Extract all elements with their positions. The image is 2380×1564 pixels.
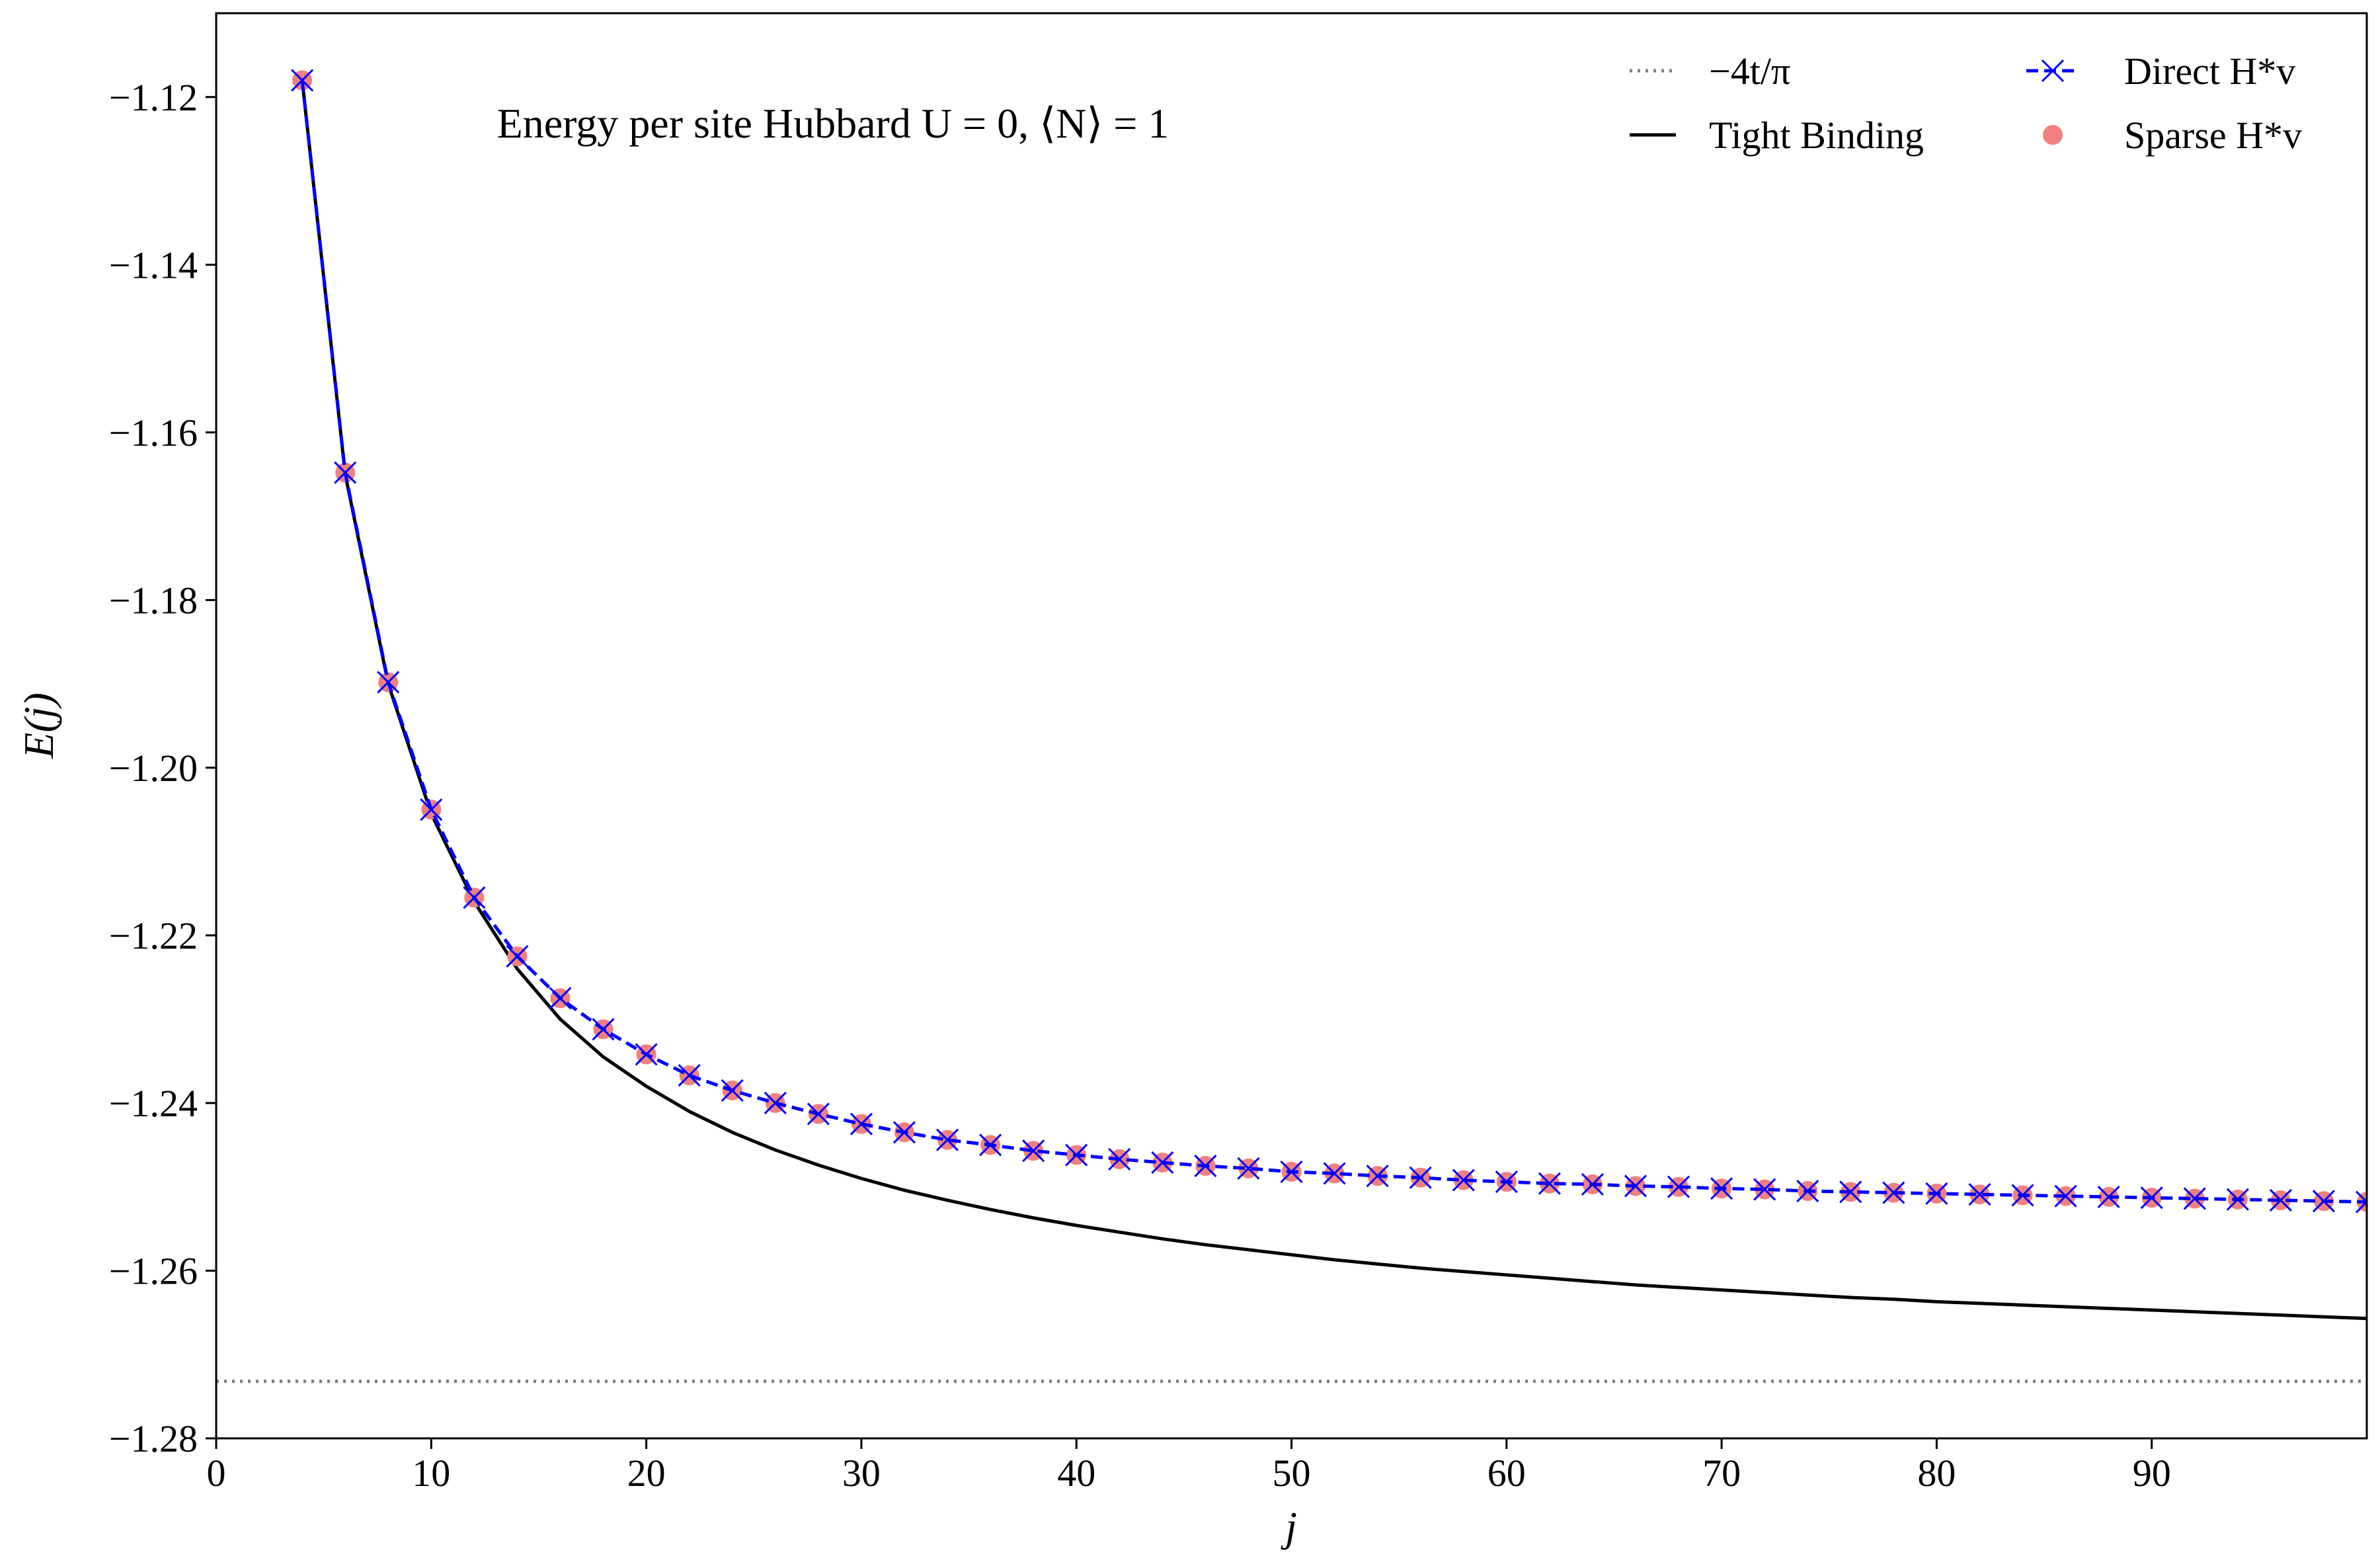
direct-point bbox=[1151, 1151, 1174, 1174]
chart-title: Energy per site Hubbard U = 0, ⟨N⟩ = 1 bbox=[497, 100, 1170, 147]
direct-point bbox=[506, 945, 529, 968]
direct-point bbox=[1925, 1182, 1948, 1205]
y-tick-label: −1.24 bbox=[109, 1082, 198, 1125]
series-line-tight-binding bbox=[300, 80, 2367, 1321]
direct-point bbox=[979, 1133, 1002, 1157]
direct-point bbox=[377, 671, 400, 694]
direct-point bbox=[2054, 1184, 2077, 1208]
y-tick-label: −1.28 bbox=[109, 1417, 198, 1460]
direct-point bbox=[678, 1064, 701, 1087]
direct-point bbox=[1065, 1143, 1088, 1167]
x-tick-label: 30 bbox=[842, 1452, 881, 1495]
direct-point bbox=[892, 1121, 916, 1144]
y-tick-label: −1.14 bbox=[109, 243, 198, 286]
legend-label-constant: −4t/π bbox=[1709, 50, 1790, 93]
direct-point bbox=[1581, 1173, 1604, 1196]
legend-label-sparse: Sparse H*v bbox=[2124, 114, 2302, 157]
direct-point bbox=[935, 1128, 959, 1151]
direct-point bbox=[1538, 1172, 1561, 1195]
direct-point bbox=[2183, 1187, 2206, 1210]
direct-point bbox=[1796, 1179, 1819, 1203]
direct-point bbox=[1194, 1154, 1217, 1178]
direct-point bbox=[1710, 1177, 1733, 1200]
direct-point bbox=[1409, 1166, 1432, 1189]
direct-point bbox=[1753, 1178, 1776, 1201]
legend-marker-direct bbox=[2041, 59, 2065, 83]
direct-point bbox=[2226, 1188, 2249, 1211]
legend-label-tight-binding: Tight Binding bbox=[1709, 114, 1924, 157]
y-tick-label: −1.26 bbox=[109, 1249, 198, 1292]
x-tick-label: 80 bbox=[1917, 1452, 1956, 1495]
direct-point bbox=[1366, 1165, 1389, 1188]
x-tick-label: 90 bbox=[2133, 1452, 2171, 1495]
legend-marker-sparse bbox=[2043, 125, 2063, 145]
direct-point bbox=[2269, 1188, 2292, 1212]
direct-point bbox=[1839, 1180, 1862, 1204]
direct-point bbox=[463, 886, 486, 909]
direct-point bbox=[2011, 1184, 2034, 1207]
direct-point bbox=[1667, 1175, 1690, 1198]
y-tick-label: −1.16 bbox=[109, 411, 198, 454]
y-tick-label: −1.12 bbox=[109, 76, 198, 119]
direct-point bbox=[1495, 1171, 1518, 1194]
direct-point bbox=[1624, 1174, 1647, 1198]
x-tick-label: 20 bbox=[627, 1452, 666, 1495]
direct-point bbox=[1882, 1181, 1905, 1204]
x-tick-label: 50 bbox=[1273, 1452, 1311, 1495]
y-tick-label: −1.18 bbox=[109, 579, 198, 622]
direct-point bbox=[334, 461, 357, 484]
direct-point bbox=[1280, 1160, 1303, 1183]
direct-point bbox=[850, 1112, 873, 1135]
plot-frame bbox=[215, 12, 2368, 1440]
legend-label-direct: Direct H*v bbox=[2124, 50, 2295, 93]
direct-point bbox=[2355, 1190, 2367, 1214]
y-tick-label: −1.20 bbox=[109, 747, 198, 790]
direct-point bbox=[764, 1091, 787, 1115]
direct-point bbox=[1452, 1169, 1475, 1192]
legend: −4t/π Tight Binding Direct H*v Sparse H*… bbox=[1630, 50, 2302, 157]
y-tick-label: −1.22 bbox=[109, 914, 198, 957]
direct-point bbox=[1323, 1162, 1346, 1185]
direct-point bbox=[807, 1102, 830, 1126]
series-layer bbox=[216, 69, 2367, 1383]
direct-point bbox=[2312, 1190, 2336, 1213]
x-tick-label: 0 bbox=[207, 1452, 226, 1495]
direct-point bbox=[635, 1043, 658, 1066]
direct-point bbox=[2097, 1185, 2120, 1208]
x-tick-label: 40 bbox=[1057, 1452, 1095, 1495]
direct-point bbox=[721, 1079, 744, 1102]
direct-point bbox=[291, 69, 314, 92]
x-tick-label: 60 bbox=[1488, 1452, 1526, 1495]
direct-point bbox=[1022, 1139, 1045, 1163]
direct-point bbox=[1968, 1183, 1991, 1206]
direct-point bbox=[549, 987, 572, 1010]
direct-point bbox=[1237, 1157, 1260, 1180]
direct-point bbox=[592, 1018, 615, 1041]
axis-ticks: 0 10 20 30 40 50 60 70 80 90 −1.12 −1.14 −1.16 −1.18 −… bbox=[109, 76, 2171, 1495]
y-axis-label: E(j) bbox=[15, 692, 62, 759]
direct-point bbox=[1108, 1147, 1131, 1171]
direct-point bbox=[2140, 1186, 2163, 1210]
x-tick-label: 70 bbox=[1702, 1452, 1741, 1495]
direct-point bbox=[420, 798, 443, 821]
x-tick-label: 10 bbox=[412, 1452, 450, 1495]
